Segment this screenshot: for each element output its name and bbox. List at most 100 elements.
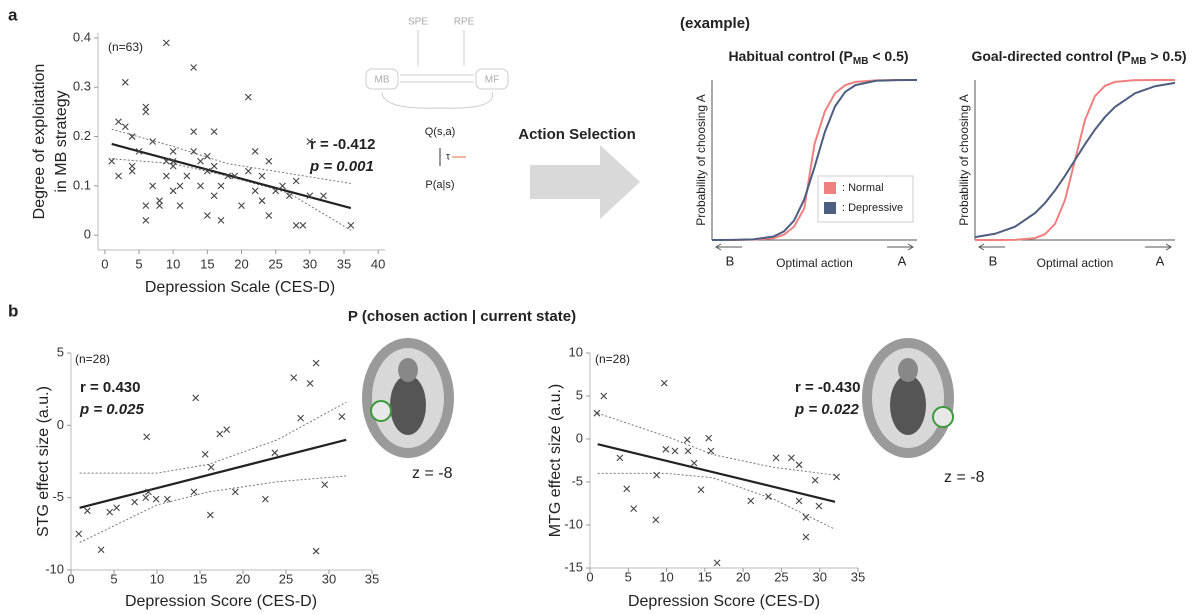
x-tick-label: 5 (625, 569, 632, 584)
example-label: (example) (680, 15, 750, 32)
data-point (208, 464, 214, 470)
x-tick-label: 15 (200, 256, 214, 271)
y-tick-label: 5 (57, 344, 64, 359)
y-axis-label: in MB strategy (53, 90, 70, 192)
x-tick-label: 20 (736, 569, 750, 584)
data-point (163, 173, 169, 179)
x-tick-label: 20 (236, 571, 250, 586)
chart-title: Goal-directed control (PMB > 0.5) (971, 48, 1186, 67)
data-point (191, 148, 197, 154)
x-tick-label: 0 (67, 571, 74, 586)
legend-label: : Depressive (842, 202, 903, 214)
x-axis-label: Depression Score (CES-D) (628, 593, 820, 610)
legend-swatch (824, 202, 836, 214)
title-part: > 0.5) (1146, 48, 1186, 64)
data-point (672, 448, 678, 454)
data-point (204, 212, 210, 218)
data-point (691, 460, 697, 466)
data-point (773, 455, 779, 461)
data-point (76, 531, 82, 537)
data-point (122, 79, 128, 85)
data-point (191, 129, 197, 135)
x-tick-label: 30 (812, 569, 826, 584)
data-point (245, 94, 251, 100)
data-point (280, 183, 286, 189)
y-tick-label: -10 (564, 516, 583, 531)
data-point (153, 496, 159, 502)
brain-slice (362, 338, 454, 458)
data-point (211, 163, 217, 169)
data-point (298, 415, 304, 421)
y-axis-label: MTG effect size (a.u.) (547, 384, 564, 538)
panel-label: a (8, 5, 18, 24)
annotation: (n=28) (75, 352, 110, 366)
x-tick-label: 0 (101, 256, 108, 271)
data-point (116, 173, 122, 179)
data-point (714, 560, 720, 566)
data-point (788, 455, 794, 461)
data-point (132, 499, 138, 505)
selection-arrow (530, 145, 640, 219)
data-point (207, 512, 213, 518)
data-point (307, 380, 313, 386)
x-tick-label: 25 (268, 256, 282, 271)
data-point (211, 193, 217, 199)
data-point (631, 506, 637, 512)
y-tick-label: 0.1 (73, 177, 91, 192)
stat-label: r = -0.430 (795, 379, 860, 396)
curve (975, 83, 1175, 237)
brain-slice (862, 338, 954, 458)
data-point (150, 183, 156, 189)
y-tick-label: 5 (576, 387, 583, 402)
x-tick-label: 30 (303, 256, 317, 271)
x-tick-label: 15 (193, 571, 207, 586)
end-label: B (989, 253, 998, 268)
x-axis-label: Optimal action (776, 256, 853, 270)
data-point (834, 474, 840, 480)
x-tick-label: 25 (774, 569, 788, 584)
section-title: P (chosen action | current state) (348, 308, 576, 325)
y-tick-label: -10 (45, 561, 64, 576)
data-point (293, 222, 299, 228)
data-point (191, 65, 197, 71)
fit-line (112, 144, 351, 208)
data-point (170, 148, 176, 154)
data-point (122, 124, 128, 130)
data-point (617, 455, 623, 461)
y-tick-label: 0 (576, 430, 583, 445)
end-label: A (898, 253, 907, 268)
x-tick-label: 10 (150, 571, 164, 586)
data-point (796, 498, 802, 504)
x-tick-label: 5 (110, 571, 117, 586)
data-point (601, 393, 607, 399)
y-axis-label: Probability of choosing A (957, 94, 971, 225)
diagram-label: RPE (454, 17, 475, 28)
y-tick-label: 0.2 (73, 128, 91, 143)
data-point (224, 427, 230, 433)
data-point (796, 462, 802, 468)
x-axis-label: Optimal action (1037, 256, 1114, 270)
data-point (177, 203, 183, 209)
stat-label: r = -0.412 (310, 136, 375, 153)
diagram-label: SPE (408, 17, 428, 28)
y-axis-label: STG effect size (a.u.) (35, 386, 52, 537)
legend-label: : Normal (842, 182, 884, 194)
data-point (653, 517, 659, 523)
arrow-label: Action Selection (518, 126, 636, 143)
data-point (184, 173, 190, 179)
data-point (272, 450, 278, 456)
end-label: A (1156, 253, 1165, 268)
data-point (661, 380, 667, 386)
data-point (252, 148, 258, 154)
data-point (803, 514, 809, 520)
x-tick-label: 10 (659, 569, 673, 584)
diagram-label: MF (485, 75, 499, 86)
y-tick-label: -5 (571, 473, 583, 488)
x-tick-label: 0 (586, 569, 593, 584)
data-point (143, 203, 149, 209)
confidence-band (80, 476, 347, 543)
slice-label: z = -8 (412, 465, 453, 482)
data-point (300, 222, 306, 228)
data-point (239, 203, 245, 209)
data-point (348, 222, 354, 228)
